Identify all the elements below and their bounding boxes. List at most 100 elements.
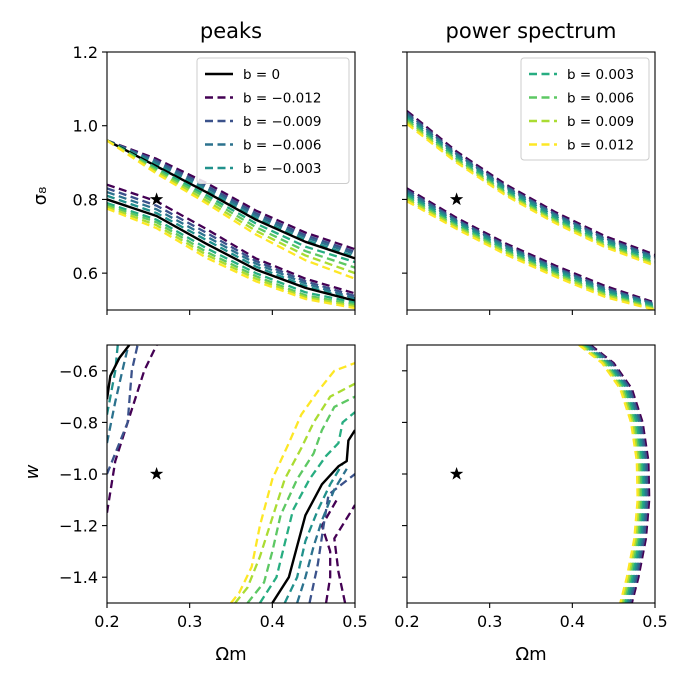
peaks-w-xtick-label-3: 0.5 (342, 612, 367, 631)
peaks-sigma8-axes-frame (106, 51, 356, 311)
xlabel-left: Ωm (215, 644, 246, 665)
panel-ps-w: 0.2 0.3 0.4 0.5 (394, 344, 668, 631)
peaks-w-line-4-1 (271, 429, 355, 603)
panel-ps-sigma8: b = 0.003 b = 0.006 b = 0.009 b = 0.012 (402, 51, 656, 315)
peaks-w-line-8-0 (230, 361, 355, 603)
ps-sigma8-series (407, 110, 655, 310)
peaks-sigma8-line-0-0 (107, 183, 355, 295)
peaks-sigma8-legend-label-0: b = 0 (243, 67, 280, 83)
ps-sigma8-line-6-0 (407, 198, 655, 310)
peaks-sigma8-line-3-1 (107, 139, 355, 258)
peaks-sigma8-line-2-1 (107, 139, 355, 256)
panel-peaks-w: −1.4 −1.2 −1.0 −0.8 −0.6 0.2 0.3 0.4 0.5 (59, 344, 368, 631)
peaks-w-line-1-1 (308, 473, 355, 603)
ps-sigma8-legend-label-1: b = 0.006 (567, 91, 634, 107)
ps-w-series (578, 345, 651, 603)
peaks-w-fiducial-star-icon (149, 467, 164, 480)
peaks-sigma8-line-5-1 (107, 139, 355, 264)
peaks-sigma8-line-1-0 (107, 187, 355, 298)
ps-sigma8-line-5-0 (407, 196, 655, 310)
peaks-w-line-4-0 (107, 345, 131, 400)
ylabel-sigma8-text: σ₈ (30, 187, 51, 206)
ps-w-line-6-0 (579, 345, 641, 603)
peaks-w-line-3-0 (107, 345, 119, 415)
peaks-sigma8-line-1-1 (107, 139, 355, 253)
ps-sigma8-line-4-1 (407, 117, 655, 263)
ps-sigma8-line-3-1 (407, 115, 655, 261)
ylabel-w-text: w (22, 464, 43, 479)
peaks-sigma8-ytick-label-1: 0.8 (73, 190, 98, 209)
peaks-sigma8-line-7-0 (107, 205, 355, 308)
peaks-sigma8-line-5-0 (107, 202, 355, 304)
ps-sigma8-line-3-0 (407, 192, 655, 307)
peaks-sigma8-series (107, 139, 355, 310)
ps-sigma8-line-6-1 (407, 121, 655, 266)
ps-w-line-5-0 (581, 345, 643, 603)
ps-sigma8-line-2-1 (407, 113, 655, 259)
peaks-w-line-7-0 (234, 382, 355, 603)
peaks-w-xtick-label-0: 0.2 (94, 612, 119, 631)
peaks-w-line-1-0 (107, 345, 139, 475)
peaks-w-ytick-label-2: −1.0 (59, 465, 98, 484)
peaks-sigma8-ytick-label-2: 1.0 (73, 117, 98, 136)
ps-w-xtick-label-3: 0.5 (642, 612, 667, 631)
peaks-w-series (107, 345, 355, 603)
ps-sigma8-axes-frame (406, 51, 656, 311)
ps-sigma8-line-0-0 (407, 187, 655, 304)
peaks-w-line-0-2 (333, 504, 355, 603)
ps-sigma8-line-0-1 (407, 110, 655, 256)
peaks-sigma8-legend-label-1: b = −0.012 (243, 91, 321, 107)
ps-w-line-4-0 (583, 345, 644, 603)
ps-w-line-7-0 (578, 345, 639, 603)
peaks-sigma8-ytick-label-0: 0.6 (73, 264, 98, 283)
ps-sigma8-line-7-1 (407, 122, 655, 267)
title-power-spectrum: power spectrum (446, 19, 617, 43)
ps-sigma8-line-7-0 (407, 200, 655, 310)
panel-peaks-sigma8: 0.6 0.8 1.0 1.2 b = 0 b = −0.012 b = −0.009 b =… (73, 43, 356, 315)
peaks-sigma8-legend-label-4: b = −0.003 (243, 161, 321, 177)
ps-w-line-3-0 (584, 345, 646, 603)
ps-w-xtick-label-0: 0.2 (394, 612, 419, 631)
ylabel-w: w (22, 464, 43, 479)
ps-w-line-1-0 (588, 345, 649, 603)
peaks-sigma8-line-4-1 (107, 139, 355, 260)
peaks-w-xtick-label-2: 0.4 (260, 612, 285, 631)
ps-sigma8-legend-label-3: b = 0.012 (567, 138, 634, 154)
peaks-sigma8-line-2-0 (107, 190, 355, 300)
peaks-w-ytick-label-1: −1.2 (59, 517, 98, 536)
ps-w-line-0-0 (589, 345, 651, 603)
peaks-w-ytick-label-3: −0.8 (59, 413, 98, 432)
peaks-sigma8-line-3-0 (107, 194, 355, 302)
peaks-w-line-0-1 (320, 499, 338, 603)
title-peaks: peaks (200, 19, 262, 43)
peaks-w-xtick-label-1: 0.3 (177, 612, 202, 631)
peaks-sigma8-legend-label-2: b = −0.009 (243, 114, 321, 130)
peaks-sigma8-line-6-1 (107, 139, 355, 269)
peaks-sigma8-fiducial-star-icon (149, 192, 164, 206)
peaks-w-ytick-label-0: −1.4 (59, 568, 98, 587)
peaks-w-line-5-0 (258, 411, 355, 603)
ylabel-sigma8: σ₈ (30, 187, 51, 206)
ps-w-line-2-0 (586, 345, 648, 603)
peaks-sigma8-legend-box (196, 57, 350, 184)
peaks-sigma8-line-7-1 (107, 139, 355, 275)
peaks-w-line-2-0 (107, 345, 130, 444)
ps-sigma8-line-4-0 (407, 194, 655, 309)
ps-sigma8-legend-label-2: b = 0.009 (567, 114, 634, 130)
ps-w-xtick-label-2: 0.4 (560, 612, 585, 631)
peaks-sigma8-line-8-0 (107, 207, 355, 310)
peaks-sigma8-ytick-label-3: 1.2 (73, 43, 98, 62)
ps-sigma8-line-5-1 (407, 119, 655, 264)
peaks-w-line-3-1 (283, 463, 344, 603)
peaks-w-line-0-0 (107, 345, 158, 513)
peaks-sigma8-line-6-0 (107, 203, 355, 306)
panels: 0.6 0.8 1.0 1.2 b = 0 b = −0.012 b = −0.009 b =… (59, 43, 668, 631)
ps-sigma8-line-2-0 (407, 191, 655, 306)
ps-sigma8-legend-box (520, 57, 650, 161)
peaks-sigma8-legend: b = 0 b = −0.012 b = −0.009 b = −0.006 b = −… (196, 57, 350, 184)
ps-sigma8-legend: b = 0.003 b = 0.006 b = 0.009 b = 0.012 (520, 57, 650, 161)
ps-sigma8-legend-label-0: b = 0.003 (567, 67, 634, 83)
peaks-sigma8-line-8-1 (107, 139, 355, 280)
ps-w-xtick-label-1: 0.3 (477, 612, 502, 631)
